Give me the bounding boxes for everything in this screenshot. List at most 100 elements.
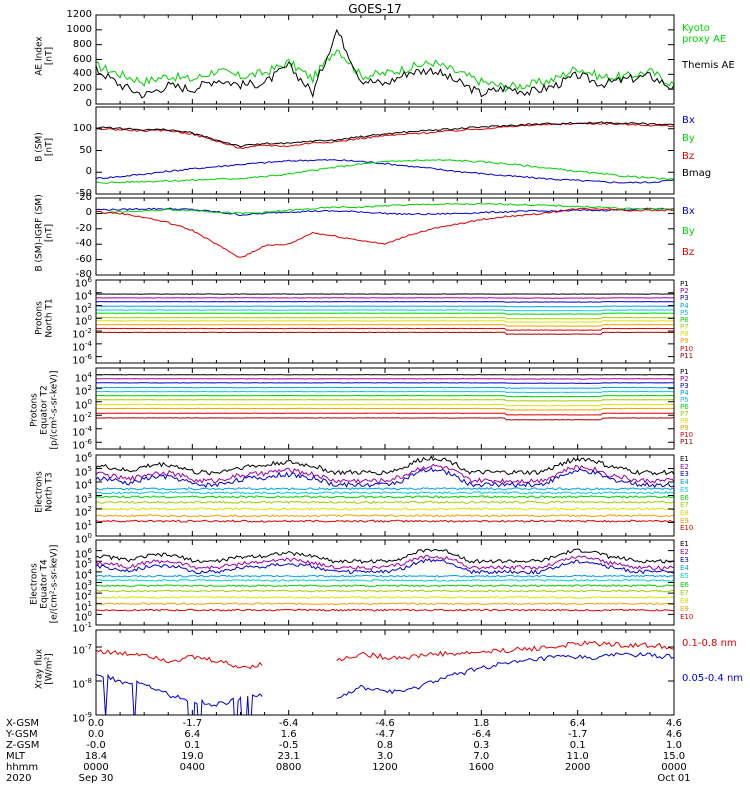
y-axis-label: Electrons North T3 <box>34 470 54 513</box>
legend-p4: P4 <box>680 301 689 310</box>
series-line-e9 <box>96 514 674 518</box>
series-line-p7 <box>96 316 674 320</box>
x-axis-value: 2000 <box>564 762 591 773</box>
legend-themis-ae: Themis AE <box>682 59 735 71</box>
legend-bx: Bx <box>682 115 695 126</box>
series-line-p6 <box>96 394 674 398</box>
x-axis-row-label: X-GSM <box>6 718 40 729</box>
y-tick-label: -40 <box>75 238 92 250</box>
series-line-e5 <box>96 491 674 495</box>
x-axis-value: -0.0 <box>86 740 106 751</box>
series-line-by <box>96 159 674 184</box>
legend-p8: P8 <box>680 330 689 339</box>
series-line-p8 <box>96 403 674 407</box>
legend-0-1-0-8-nm: 0.1-0.8 nm <box>682 638 737 649</box>
y-tick-label: 10-8 <box>72 677 92 691</box>
x-axis-value: -4.6 <box>375 718 395 729</box>
series-line-p5 <box>96 390 674 394</box>
series-line-0-1-0-8-nm <box>96 640 674 670</box>
legend-e2: E2 <box>680 548 689 557</box>
y-tick-label: 101 <box>74 518 92 532</box>
series-line-p5 <box>96 309 674 312</box>
x-axis-value: 1600 <box>468 762 495 773</box>
series-line-p9 <box>96 407 674 411</box>
x-axis-row-label: MLT <box>6 751 25 762</box>
y-tick-label: 104 <box>74 478 92 492</box>
y-tick-label: 10-7 <box>72 643 92 657</box>
y-tick-label: 102 <box>74 384 92 398</box>
x-axis-row-label: Y-GSM <box>6 729 38 740</box>
y-tick-label: 104 <box>74 567 92 582</box>
y-tick-label: 10-1 <box>72 621 92 635</box>
y-tick-label: 400 <box>72 68 92 80</box>
legend-e9: E9 <box>680 516 689 525</box>
series-line-e8 <box>96 596 674 599</box>
x-axis-value: 6.4 <box>184 729 201 740</box>
y-tick-label: 100 <box>74 610 92 624</box>
legend-bz: Bz <box>682 246 695 258</box>
x-axis-value: 0000 <box>83 762 109 773</box>
y-tick-label: 100 <box>74 314 92 328</box>
x-axis-value: 18.4 <box>84 751 108 762</box>
series-line-e5 <box>96 579 674 582</box>
x-axis-row-label: hhmm <box>6 762 39 773</box>
series-line-e9 <box>96 602 674 606</box>
legend-p4: P4 <box>680 389 689 397</box>
y-tick-label: 800 <box>72 38 92 50</box>
x-axis-value: 1.8 <box>473 718 490 729</box>
legend-e7: E7 <box>680 588 689 597</box>
series-line-kyoto-proxy-ae <box>96 49 674 93</box>
legend-p6: P6 <box>680 315 689 324</box>
series-line-p2 <box>96 297 674 299</box>
legend-p10: P10 <box>680 344 694 353</box>
legend-p11: P11 <box>680 351 694 360</box>
series-line-p3 <box>96 300 674 303</box>
legend-e5: E5 <box>680 485 689 494</box>
legend-e8: E8 <box>680 596 689 605</box>
y-tick-label: 103 <box>74 578 92 592</box>
x-axis-value: 6.4 <box>569 718 586 729</box>
legend-e6: E6 <box>680 580 689 589</box>
y-tick-label: 10-2 <box>72 411 92 425</box>
x-axis-value: 0.0 <box>88 718 104 729</box>
x-axis-date-start: Sep 30 <box>78 773 114 784</box>
y-axis-label: AE Index [nT] <box>34 35 54 76</box>
y-axis-label: Xray flux [W/m²] <box>34 648 54 689</box>
series-line-p11 <box>96 331 674 335</box>
legend-e9: E9 <box>680 604 689 613</box>
x-axis-value: 0400 <box>179 762 206 773</box>
series-line-0-05-0-4-nm <box>96 652 674 715</box>
series-line-p7 <box>96 399 674 402</box>
series-line-bz <box>96 122 674 150</box>
series-line-e8 <box>96 507 674 511</box>
series-line-e10 <box>96 608 674 612</box>
legend-e6: E6 <box>680 493 689 502</box>
x-axis-value: 0.1 <box>184 740 201 751</box>
y-tick-label: 0 <box>85 166 92 178</box>
x-axis-value: 1.6 <box>280 729 297 740</box>
y-tick-label: 1000 <box>66 23 92 35</box>
series-line-bmag <box>96 121 674 148</box>
series-line-p6 <box>96 312 674 315</box>
y-axis-label: Electrons Equator T4 [e/(cm²-s-sr-keV)] <box>29 544 59 623</box>
x-axis-value: 3.0 <box>377 751 393 762</box>
y-tick-label: 100 <box>74 532 92 546</box>
series-line-e3 <box>96 466 674 489</box>
y-tick-label: 20 <box>79 192 92 203</box>
legend-e8: E8 <box>680 508 689 517</box>
x-axis-value: 0.0 <box>88 729 104 740</box>
legend-p5: P5 <box>680 308 689 317</box>
y-tick-label: 200 <box>72 83 92 95</box>
series-line-p9 <box>96 323 674 327</box>
legend-p3: P3 <box>680 294 689 303</box>
y-tick-label: 10-6 <box>72 438 92 452</box>
figure-title: GOES-17 <box>348 2 402 16</box>
series-line-e1 <box>96 548 674 564</box>
y-tick-label: 600 <box>72 53 92 65</box>
legend-p11: P11 <box>680 438 694 446</box>
x-axis-value: -4.7 <box>375 729 395 740</box>
legend-p6: P6 <box>680 403 689 411</box>
legend-e5: E5 <box>680 572 689 581</box>
y-tick-label: -60 <box>75 253 92 265</box>
